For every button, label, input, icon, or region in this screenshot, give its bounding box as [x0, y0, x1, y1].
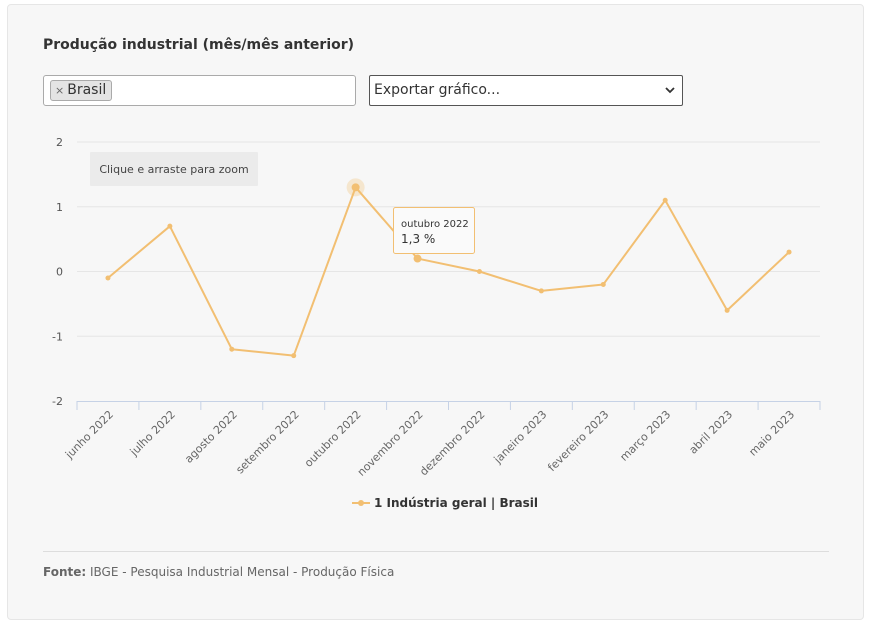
- chevron-down-icon: [664, 76, 676, 116]
- x-tick-label: agosto 2022: [182, 408, 240, 466]
- data-point[interactable]: [476, 269, 482, 274]
- series-group[interactable]: [105, 178, 792, 359]
- remove-tag-icon[interactable]: ×: [55, 84, 65, 97]
- y-tick-label: 2: [56, 136, 63, 149]
- data-point[interactable]: [786, 249, 792, 255]
- export-chart-select[interactable]: Exportar gráfico...: [369, 75, 683, 106]
- line-chart[interactable]: 2 1 0 -1 -2 junho 2022 julho 2022 agosto 2022s…: [0, 0, 876, 540]
- data-point[interactable]: [229, 346, 235, 352]
- region-tag-brasil: × Brasil: [50, 80, 113, 101]
- data-point[interactable]: [538, 288, 544, 294]
- zoom-hint: Clique e arraste para zoom: [90, 152, 258, 186]
- chart-title: Produção industrial (mês/mês anterior): [43, 37, 355, 53]
- y-tick-label: 0: [56, 266, 63, 279]
- source-text: IBGE - Pesquisa Industrial Mensal - Prod…: [90, 565, 395, 579]
- y-axis-ticks: 2 1 0 -1 -2: [52, 136, 63, 408]
- source-label: Fonte:: [43, 565, 87, 579]
- y-tick-label: -2: [52, 395, 63, 408]
- data-point[interactable]: [291, 353, 297, 359]
- data-point[interactable]: [600, 281, 606, 287]
- tooltip-value: 1,3 %: [401, 232, 435, 246]
- x-tick-label: dezembro 2022: [417, 408, 487, 478]
- legend[interactable]: 1 Indústria geral | Brasil: [352, 496, 538, 510]
- x-tick-label: julho 2022: [127, 408, 178, 459]
- x-tick-label: março 2023: [617, 408, 673, 464]
- x-tick-label: junho 2022: [62, 408, 116, 462]
- tooltip-category: outubro 2022: [401, 219, 469, 230]
- x-axis: junho 2022 julho 2022 agosto 2022setembro …: [62, 401, 821, 479]
- legend-item-label[interactable]: 1 Indústria geral | Brasil: [374, 496, 538, 510]
- x-tick-label: janeiro 2023: [491, 408, 550, 467]
- data-point[interactable]: [351, 183, 360, 192]
- data-point[interactable]: [662, 197, 668, 203]
- region-tag-label: Brasil: [67, 82, 107, 98]
- data-point[interactable]: [167, 223, 173, 229]
- data-point[interactable]: [105, 275, 111, 281]
- data-point[interactable]: [413, 254, 422, 263]
- y-tick-label: 1: [56, 201, 63, 214]
- region-filter-input[interactable]: × Brasil: [43, 75, 356, 106]
- x-tick-label: novembro 2022: [355, 408, 426, 479]
- series-line[interactable]: [107, 186, 790, 357]
- grid-lines: [77, 141, 820, 337]
- data-point[interactable]: [724, 307, 730, 313]
- chart-card: [7, 4, 864, 620]
- source-note: Fonte: IBGE - Pesquisa Industrial Mensal…: [43, 565, 394, 579]
- tooltip: outubro 2022 1,3 %: [393, 207, 475, 254]
- x-tick-label: outubro 2022: [302, 408, 364, 470]
- export-select-label: Exportar gráfico...: [374, 82, 501, 98]
- x-tick-label: fevereiro 2023: [545, 408, 611, 474]
- y-tick-label: -1: [52, 330, 63, 343]
- divider: [43, 551, 829, 552]
- x-tick-label: maio 2023: [746, 408, 797, 459]
- x-tick-label: setembro 2022: [233, 408, 301, 476]
- zoom-hint-text: Clique e arraste para zoom: [99, 163, 248, 176]
- x-tick-label: abril 2023: [687, 408, 736, 457]
